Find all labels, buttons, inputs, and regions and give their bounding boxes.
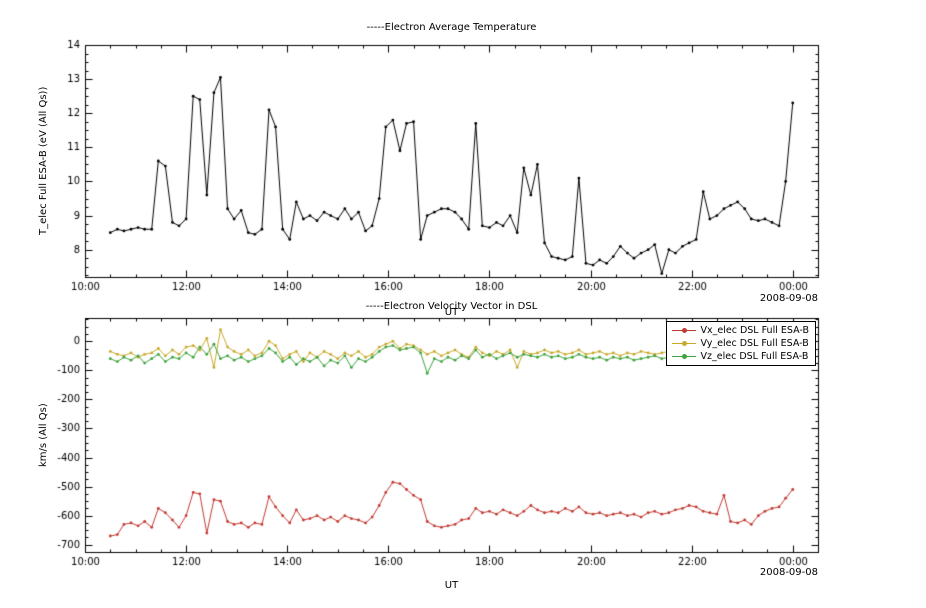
top-chart-title: -----Electron Average Temperature [366, 22, 537, 33]
bottom-chart-ylabel: km/s (All Qs) [38, 403, 49, 467]
bottom-chart-date-label: 2008-09-08 [759, 567, 818, 578]
top-chart-ylabel: T_elec Full ESA-B (eV (All Qs)) [38, 86, 49, 236]
legend-marker-icon [681, 328, 687, 333]
bottom-chart-title: -----Electron Velocity Vector in DSL [365, 301, 538, 312]
velocity-legend: Vx_elec DSL Full ESA-B Vy_elec DSL Full E… [665, 321, 816, 366]
legend-line-sample [671, 354, 696, 359]
top-chart-xlabel: UT [444, 307, 459, 318]
legend-entry: Vy_elec DSL Full ESA-B [671, 337, 809, 350]
bottom-chart-xlabel: UT [444, 580, 459, 591]
legend-entry: Vz_elec DSL Full ESA-B [671, 350, 809, 363]
legend-marker-icon [681, 354, 687, 359]
legend-entry: Vx_elec DSL Full ESA-B [671, 324, 809, 337]
legend-marker-icon [681, 341, 687, 346]
legend-label: Vz_elec DSL Full ESA-B [700, 351, 809, 362]
legend-line-sample [671, 341, 696, 346]
top-chart-date-label: 2008-09-08 [759, 293, 818, 304]
legend-line-sample [671, 328, 696, 333]
legend-label: Vx_elec DSL Full ESA-B [700, 325, 809, 336]
legend-label: Vy_elec DSL Full ESA-B [700, 338, 809, 349]
